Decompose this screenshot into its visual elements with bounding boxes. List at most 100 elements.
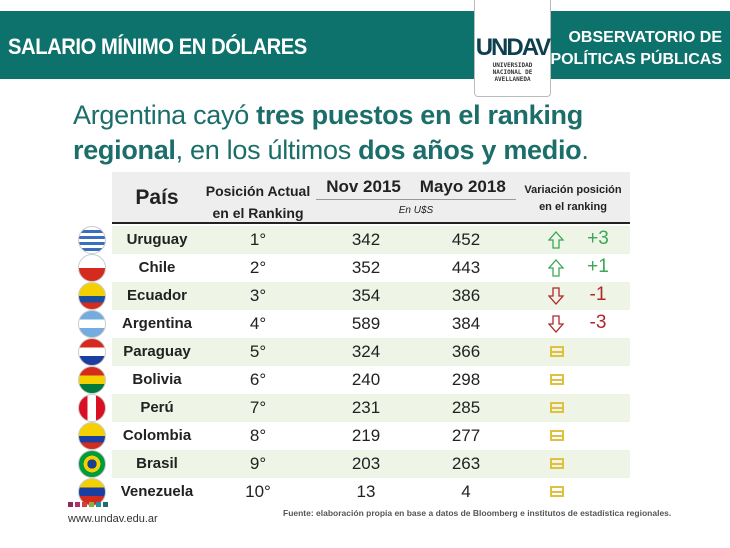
value-mayo-2018: 298 [451,370,481,389]
flag-icon [78,478,106,506]
source-note: Fuente: elaboración propia en base a dat… [283,508,672,518]
rank-change: +3 [587,228,609,249]
headline-bold: regional [73,135,176,165]
header-nov: Nov 2015 [326,177,401,196]
value-mayo-2018: 263 [451,454,481,473]
arrow-up-icon [548,231,565,249]
header-mayo: Mayo 2018 [419,177,506,196]
logo-mark: UNDAV [475,34,552,61]
equal-icon [550,458,564,469]
ranking-position: 6° [249,370,267,389]
headline: Argentina cayó tres puestos en el rankin… [73,98,589,168]
header-variacion: Variación posición en el ranking [516,182,630,216]
header-line: Variación posición [524,184,622,196]
value-nov-2015: 354 [351,286,381,305]
obs-line: POLÍTICAS PÚBLICAS [550,51,722,68]
value-nov-2015: 203 [351,454,381,473]
table-row: Ecuador 3° 354 386 -1 [112,282,630,310]
country-name: Paraguay [123,343,191,360]
flag-icon [78,226,106,254]
table-row: Bolivia 6° 240 298 [112,366,630,394]
country-name: Brasil [136,455,178,472]
value-mayo-2018: 384 [451,314,481,333]
flag-icon [78,366,106,394]
value-nov-2015: 342 [351,230,381,249]
rank-change: -1 [589,284,607,305]
ranking-position: 10° [245,482,271,501]
country-name: Chile [138,259,176,276]
flag-icon [78,338,106,366]
flag-icon [78,282,106,310]
country-name: Venezuela [120,483,194,500]
ranking-position: 5° [249,342,267,361]
header-pais: País [135,186,179,209]
rank-change: +1 [587,256,609,277]
value-nov-2015: 219 [351,426,381,445]
table-row: Paraguay 5° 324 366 [112,338,630,366]
logo-sub: AVELLANEDA [494,76,531,83]
country-name: Uruguay [126,231,188,248]
obs-line: OBSERVATORIO DE [568,29,722,46]
value-nov-2015: 352 [351,258,381,277]
arrow-down-icon [548,287,565,305]
ranking-position: 2° [249,258,267,277]
rank-change: -3 [589,312,607,333]
flag-icon [78,450,106,478]
value-mayo-2018: 366 [451,342,481,361]
value-nov-2015: 231 [351,398,381,417]
flag-icon [78,422,106,450]
table-row: Venezuela 10° 13 4 [112,478,630,506]
header-unit: En U$S [398,205,434,216]
flag-icon [78,394,106,422]
logo-sub: NACIONAL DE [492,69,533,76]
arrow-down-icon [548,315,565,333]
table-row: Colombia 8° 219 277 [112,422,630,450]
ranking-position: 1° [249,230,267,249]
value-mayo-2018: 386 [451,286,481,305]
ranking-position: 8° [249,426,267,445]
equal-icon [550,486,564,497]
table-row: Chile 2° 352 443 +1 [112,254,630,282]
headline-text: Argentina cayó [73,100,257,130]
table-row: Brasil 9° 203 263 [112,450,630,478]
headline-bold: tres puestos en el ranking [256,100,583,130]
equal-icon [550,430,564,441]
country-name: Argentina [121,315,192,332]
equal-icon [550,402,564,413]
country-name: Perú [140,399,174,416]
header-band [0,11,730,79]
ranking-position: 4° [249,314,267,333]
arrow-up-icon [548,259,565,277]
headline-text: , en los últimos [175,135,359,165]
footer-url[interactable]: www.undav.edu.ar [68,513,158,525]
headline-bold: dos años y medio [358,135,582,165]
header-posicion: Posición Actual en el Ranking [200,180,316,224]
equal-icon [550,346,564,357]
table-row: Argentina 4° 589 384 -3 [112,310,630,338]
equal-icon [550,374,564,385]
flag-icon [78,310,106,338]
table-header: País Posición Actual en el Ranking Nov 20… [112,172,630,224]
value-mayo-2018: 452 [451,230,481,249]
table-row: Perú 7° 231 285 [112,394,630,422]
flag-icon [78,254,106,282]
country-name: Colombia [122,427,192,444]
undav-logo: UNDAV UNIVERSIDAD NACIONAL DE AVELLANEDA [474,0,551,97]
table-row: Uruguay 1° 342 452 +3 [112,226,630,254]
country-name: Ecuador [126,287,187,304]
header-line: en el ranking [539,201,607,213]
page-title: SALARIO MÍNIMO EN DÓLARES [8,34,307,59]
header-years: Nov 2015 Mayo 2018 [316,177,516,200]
country-name: Bolivia [132,371,182,388]
header-line: Posición Actual [205,183,311,199]
ranking-position: 9° [249,454,267,473]
value-nov-2015: 589 [351,314,381,333]
ranking-position: 7° [249,398,267,417]
headline-text: . [581,135,589,165]
value-mayo-2018: 285 [451,398,481,417]
brand-dots [68,502,108,507]
value-nov-2015: 13 [356,482,376,501]
observatorio-label: OBSERVATORIO DE POLÍTICAS PÚBLICAS [550,27,722,71]
ranking-position: 3° [249,286,267,305]
value-mayo-2018: 443 [451,258,481,277]
